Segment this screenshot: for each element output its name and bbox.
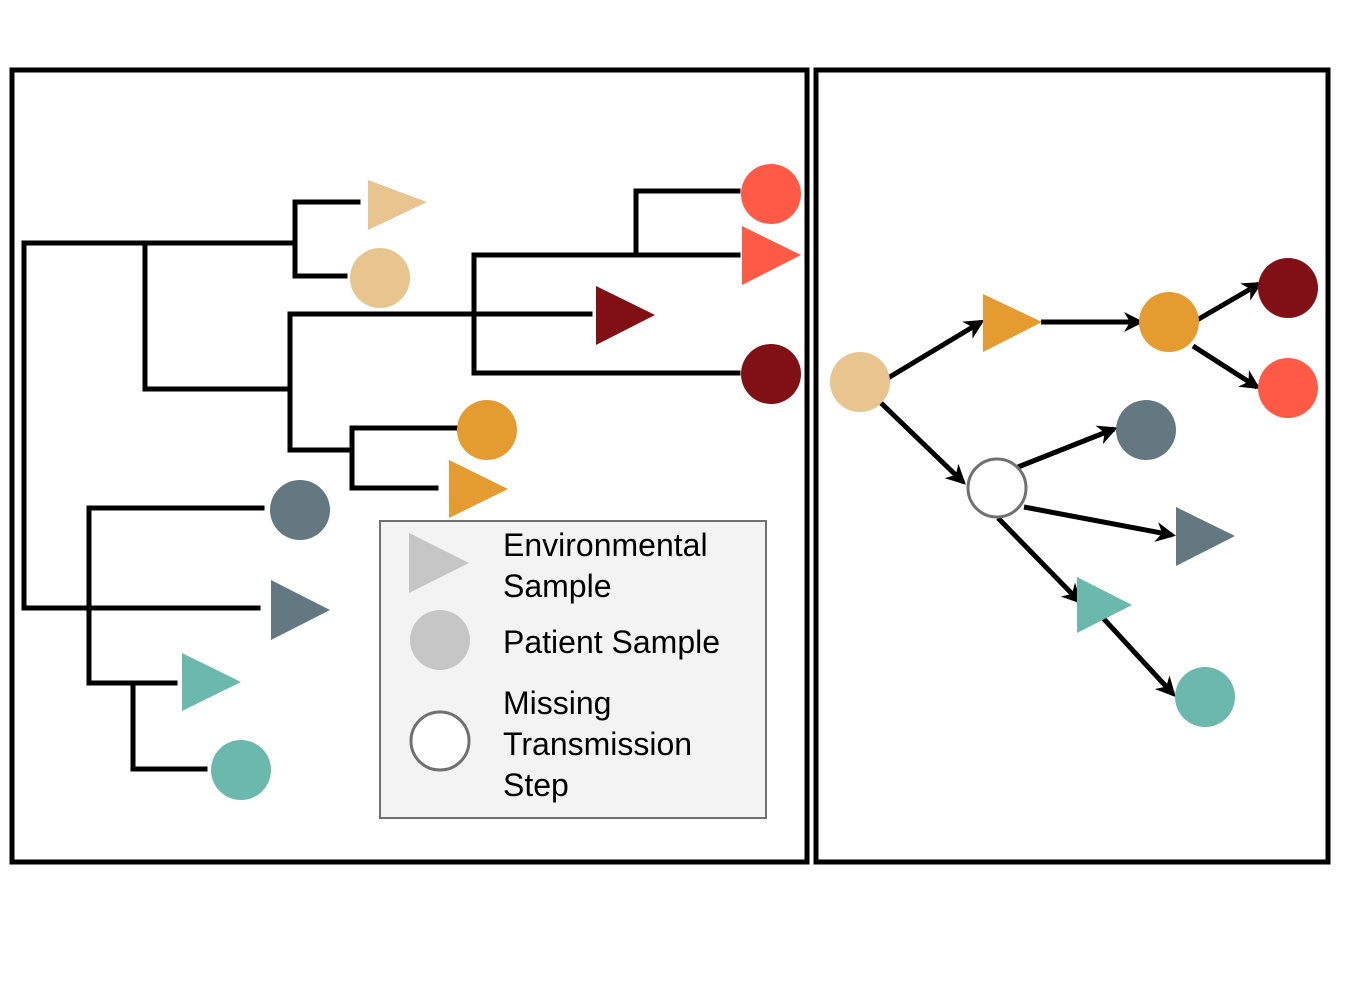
legend-missing-line1: Missing — [503, 685, 611, 721]
transmission-arrows — [878, 281, 1263, 697]
tip-teal-environmental-triangle — [182, 653, 241, 711]
tree-branch-red-clade — [471, 252, 741, 376]
tree-branch-wheat-pair — [292, 199, 361, 279]
tip-wheat-patient-circle — [350, 248, 410, 308]
tip-orange-patient-circle — [457, 400, 517, 460]
arrow-icon — [1017, 425, 1118, 470]
node-tomato-patient-circle — [1258, 358, 1318, 418]
tip-wheat-environmental-triangle — [368, 180, 427, 230]
legend-missing-line3: Step — [503, 767, 569, 803]
legend-open-circle-marker — [409, 710, 471, 772]
arrow-icon — [1101, 616, 1176, 697]
tip-maroon-environmental-triangle — [596, 286, 655, 345]
phylogenetic-tree — [21, 188, 741, 772]
legend-missing-line2: Transmission — [503, 726, 692, 762]
tree-branch-mid-node — [287, 311, 593, 453]
arrow-icon — [878, 400, 966, 485]
legend-environmental-line1: Environmental — [503, 527, 708, 563]
node-orange-patient-circle — [1139, 292, 1199, 352]
node-wheat-patient-circle — [830, 352, 890, 412]
node-orange-environmental-triangle — [983, 294, 1042, 352]
arrow-icon — [1191, 343, 1261, 390]
tip-slate-environmental-triangle — [271, 580, 330, 640]
legend-circle-marker — [410, 610, 470, 670]
arrow-icon — [996, 516, 1082, 604]
tip-tomato-patient-circle — [741, 164, 801, 224]
node-missing-open-circle — [966, 457, 1028, 519]
node-teal-patient-circle — [1175, 667, 1235, 727]
tip-tomato-environmental-triangle — [742, 226, 801, 285]
legend: Environmental Sample Patient Sample Miss… — [379, 520, 767, 819]
tip-maroon-patient-circle — [741, 344, 801, 404]
tree-branch-lower-node — [86, 505, 265, 686]
arrow-icon — [1195, 281, 1263, 323]
tree-branch-teal-pair — [130, 680, 208, 772]
arrow-icon — [886, 319, 985, 381]
legend-patient-label: Patient Sample — [503, 624, 720, 660]
node-slate-environmental-triangle — [1176, 507, 1235, 566]
node-maroon-patient-circle — [1258, 258, 1318, 318]
legend-triangle-marker — [409, 533, 469, 593]
tree-branch-tomato-pair — [633, 188, 741, 258]
tree-branch-upper-node — [142, 240, 293, 392]
node-teal-environmental-triangle — [1077, 577, 1132, 633]
tree-branch-orange-pair — [349, 425, 458, 491]
left-panel-frame — [9, 67, 810, 865]
tip-teal-patient-circle — [211, 740, 271, 800]
arrow-icon — [1023, 504, 1176, 542]
right-panel-frame — [813, 67, 1331, 865]
legend-environmental-line2: Sample — [503, 568, 612, 604]
tip-slate-patient-circle — [270, 480, 330, 540]
tip-orange-environmental-triangle — [449, 460, 508, 518]
node-slate-patient-circle — [1116, 400, 1176, 460]
